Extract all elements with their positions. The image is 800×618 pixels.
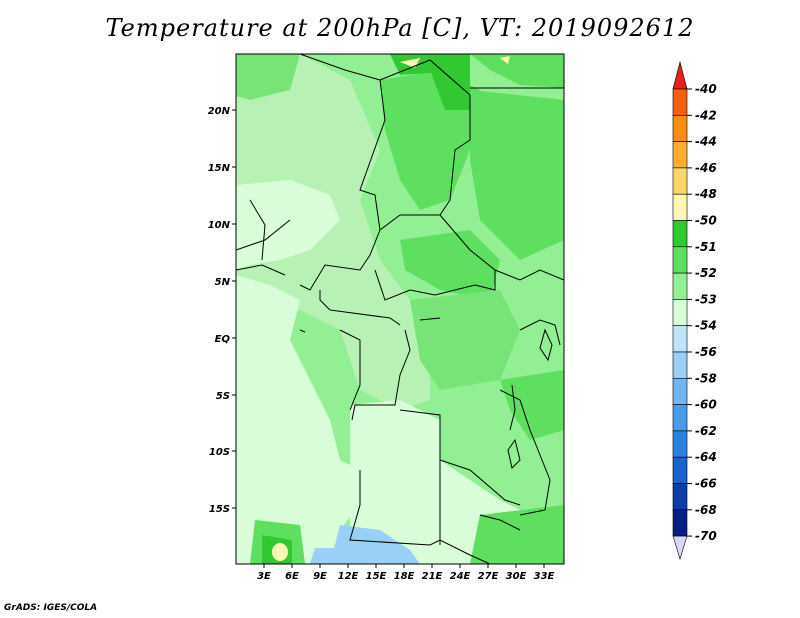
colorbar-label: -52 [695, 266, 717, 280]
colorbar-segment [672, 115, 688, 142]
colorbar-segment [672, 299, 688, 326]
colorbar-top-arrow [672, 60, 688, 90]
lon-label: 30E [506, 571, 527, 582]
lon-label: 21E [422, 571, 443, 582]
colorbar-label: -53 [695, 292, 717, 306]
colorbar-segment [672, 141, 688, 169]
colorbar-label: -58 [695, 371, 717, 385]
colorbar-label: -66 [695, 477, 717, 491]
colorbar-label: -70 [695, 529, 717, 543]
lat-label: 10S [209, 447, 230, 458]
lat-label: 15S [209, 504, 230, 515]
colorbar-segment [672, 272, 688, 300]
lon-label: 6E [285, 571, 299, 582]
lat-label: EQ [215, 334, 231, 345]
lon-label: 12E [338, 571, 359, 582]
map-frame [235, 53, 565, 565]
colorbar-segment [672, 193, 688, 221]
colorbar-label: -48 [695, 187, 717, 201]
colorbar-segment [672, 377, 688, 405]
lat-label: 20N [208, 106, 231, 117]
map-title: Temperature at 200hPa [C], VT: 201909261… [105, 14, 695, 42]
colorbar-segment [672, 167, 688, 195]
colorbar-segment [672, 483, 688, 511]
country-borders [236, 54, 564, 564]
lat-label: 5N [215, 277, 231, 288]
lat-label: 15N [208, 163, 231, 174]
colorbar-label: -64 [695, 450, 717, 464]
colorbar-segment [672, 404, 688, 432]
colorbar-segment [672, 246, 688, 274]
colorbar-segment [672, 456, 688, 484]
colorbar-segment [672, 430, 688, 458]
lon-label: 18E [394, 571, 415, 582]
lon-axis: 3E 6E 9E 12E 15E 18E 21E 24E 27E 30E 33E [257, 564, 555, 582]
lon-label: 24E [450, 571, 471, 582]
colorbar: -40 -42 -44 -46 -48 -50 -51 -52 -53 -54 -56 -58 -60 -… [672, 60, 717, 561]
lon-label: 3E [257, 571, 271, 582]
colorbar-segment [672, 88, 688, 116]
colorbar-label: -40 [695, 82, 717, 96]
lon-label: 15E [366, 571, 387, 582]
lat-label: 10N [208, 220, 231, 231]
colorbar-segment [672, 351, 688, 379]
lon-label: 33E [534, 571, 555, 582]
lat-label: 5S [216, 391, 230, 402]
colorbar-label: -44 [695, 135, 717, 149]
colorbar-segment [672, 509, 688, 537]
colorbar-label: -46 [695, 161, 717, 175]
temperature-field [236, 54, 564, 564]
colorbar-label: -51 [695, 240, 717, 254]
lon-label: 9E [313, 571, 327, 582]
colorbar-label: -68 [695, 503, 717, 517]
colorbar-segment [672, 325, 688, 353]
colorbar-segment [672, 220, 688, 248]
colorbar-label: -62 [695, 424, 717, 438]
grads-credit: GrADS: IGES/COLA [4, 603, 98, 613]
lakes [299, 317, 553, 469]
lat-axis: 20N 15N 10N 5N EQ 5S 10S 15S [208, 106, 236, 515]
colorbar-bottom-arrow [672, 535, 688, 561]
colorbar-label: -54 [695, 319, 717, 333]
colorbar-label: -56 [695, 345, 717, 359]
lon-label: 27E [478, 571, 499, 582]
colorbar-label: -42 [695, 108, 717, 122]
colorbar-label: -50 [695, 214, 717, 228]
colorbar-label: -60 [695, 398, 717, 412]
